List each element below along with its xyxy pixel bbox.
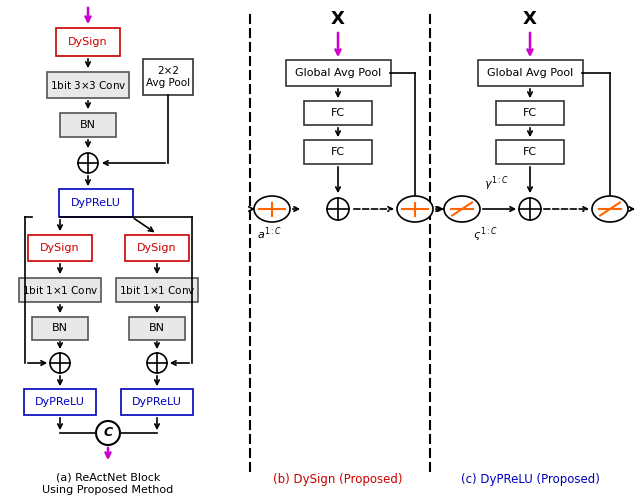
Text: DyPReLU: DyPReLU xyxy=(35,397,85,407)
Text: $a^{1:C}$: $a^{1:C}$ xyxy=(257,225,283,241)
Text: (b) DySign (Proposed): (b) DySign (Proposed) xyxy=(273,473,403,486)
FancyBboxPatch shape xyxy=(129,317,185,340)
Circle shape xyxy=(50,353,70,373)
Circle shape xyxy=(96,421,120,445)
Text: BN: BN xyxy=(52,323,68,333)
Text: (c) DyPReLU (Proposed): (c) DyPReLU (Proposed) xyxy=(461,473,600,486)
Circle shape xyxy=(519,198,541,220)
FancyBboxPatch shape xyxy=(47,72,129,98)
FancyBboxPatch shape xyxy=(143,59,193,95)
Text: FC: FC xyxy=(523,147,537,157)
Ellipse shape xyxy=(397,196,433,222)
Text: FC: FC xyxy=(331,147,345,157)
Text: $\varsigma^{1:C}$: $\varsigma^{1:C}$ xyxy=(474,225,499,243)
FancyBboxPatch shape xyxy=(32,317,88,340)
FancyBboxPatch shape xyxy=(24,389,96,415)
Text: X: X xyxy=(331,10,345,28)
Text: DySign: DySign xyxy=(40,243,80,253)
Ellipse shape xyxy=(592,196,628,222)
Text: X: X xyxy=(523,10,537,28)
Text: (a) ReActNet Block
Using Proposed Method: (a) ReActNet Block Using Proposed Method xyxy=(42,473,173,494)
FancyBboxPatch shape xyxy=(116,278,198,302)
Text: 1bit 1$\times$1 Conv: 1bit 1$\times$1 Conv xyxy=(22,284,99,296)
Ellipse shape xyxy=(254,196,290,222)
FancyBboxPatch shape xyxy=(59,189,133,217)
Text: Global Avg Pool: Global Avg Pool xyxy=(295,68,381,78)
FancyBboxPatch shape xyxy=(304,101,372,125)
Text: DyPReLU: DyPReLU xyxy=(132,397,182,407)
Text: 1bit 3$\times$3 Conv: 1bit 3$\times$3 Conv xyxy=(50,79,126,91)
Text: FC: FC xyxy=(331,108,345,118)
Text: BN: BN xyxy=(80,120,96,130)
FancyBboxPatch shape xyxy=(60,113,116,137)
Circle shape xyxy=(147,353,167,373)
Text: FC: FC xyxy=(523,108,537,118)
FancyBboxPatch shape xyxy=(285,60,390,86)
FancyBboxPatch shape xyxy=(304,140,372,164)
Text: 2×2
Avg Pool: 2×2 Avg Pool xyxy=(146,66,190,88)
Circle shape xyxy=(78,153,98,173)
FancyBboxPatch shape xyxy=(477,60,582,86)
FancyBboxPatch shape xyxy=(28,235,92,261)
Ellipse shape xyxy=(444,196,480,222)
Text: $\gamma^{1:C}$: $\gamma^{1:C}$ xyxy=(484,174,509,193)
FancyBboxPatch shape xyxy=(121,389,193,415)
FancyBboxPatch shape xyxy=(125,235,189,261)
Text: BN: BN xyxy=(149,323,165,333)
Circle shape xyxy=(327,198,349,220)
FancyBboxPatch shape xyxy=(496,101,564,125)
Text: DySign: DySign xyxy=(137,243,177,253)
Text: DySign: DySign xyxy=(68,37,108,47)
Text: Global Avg Pool: Global Avg Pool xyxy=(487,68,573,78)
FancyBboxPatch shape xyxy=(19,278,101,302)
Text: 1bit 1$\times$1 Conv: 1bit 1$\times$1 Conv xyxy=(118,284,195,296)
Text: DyPReLU: DyPReLU xyxy=(71,198,121,208)
FancyBboxPatch shape xyxy=(496,140,564,164)
FancyBboxPatch shape xyxy=(56,28,120,56)
Text: C: C xyxy=(104,426,113,439)
